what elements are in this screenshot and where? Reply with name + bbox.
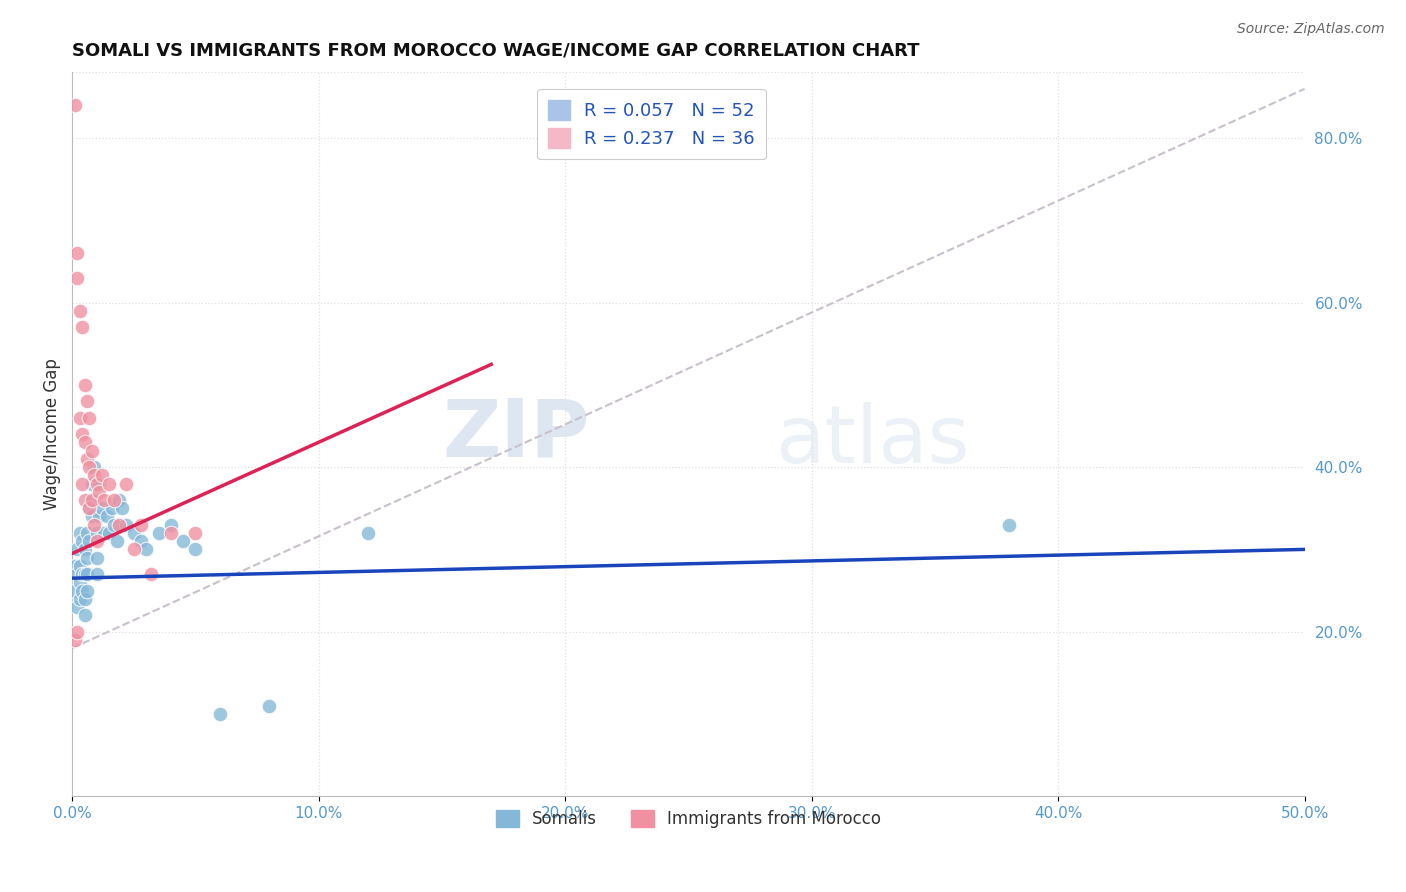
Point — [103, 493, 125, 508]
Point — [79, 501, 101, 516]
Point — [63, 632, 86, 647]
Point — [79, 501, 101, 516]
Point — [69, 575, 91, 590]
Point — [159, 517, 181, 532]
Point — [184, 542, 207, 557]
Point — [148, 525, 170, 540]
Point — [70, 583, 93, 598]
Point — [108, 493, 131, 508]
Point — [259, 698, 281, 713]
Point — [90, 468, 112, 483]
Point — [89, 509, 111, 524]
Point — [86, 476, 108, 491]
Point — [96, 509, 118, 524]
Point — [139, 567, 162, 582]
Point — [70, 320, 93, 334]
Text: Source: ZipAtlas.com: Source: ZipAtlas.com — [1237, 22, 1385, 37]
Point — [70, 427, 93, 442]
Point — [80, 493, 103, 508]
Point — [70, 567, 93, 582]
Point — [172, 534, 194, 549]
Point — [63, 98, 86, 112]
Point — [69, 410, 91, 425]
Point — [98, 525, 121, 540]
Point — [998, 517, 1021, 532]
Point — [76, 525, 98, 540]
Legend: Somalis, Immigrants from Morocco: Somalis, Immigrants from Morocco — [489, 804, 889, 835]
Point — [108, 517, 131, 532]
Point — [73, 378, 96, 392]
Point — [73, 493, 96, 508]
Point — [103, 517, 125, 532]
Point — [83, 460, 105, 475]
Point — [80, 476, 103, 491]
Point — [89, 484, 111, 499]
Point — [122, 542, 145, 557]
Point — [80, 443, 103, 458]
Point — [86, 550, 108, 565]
Y-axis label: Wage/Income Gap: Wage/Income Gap — [44, 359, 60, 510]
Point — [129, 517, 152, 532]
Point — [76, 567, 98, 582]
Point — [76, 394, 98, 409]
Point — [209, 706, 232, 721]
Point — [83, 493, 105, 508]
Point — [159, 525, 181, 540]
Point — [66, 246, 89, 260]
Point — [73, 435, 96, 450]
Point — [83, 517, 105, 532]
Point — [86, 525, 108, 540]
Point — [83, 468, 105, 483]
Point — [63, 558, 86, 573]
Point — [69, 558, 91, 573]
Point — [115, 517, 138, 532]
Text: SOMALI VS IMMIGRANTS FROM MOROCCO WAGE/INCOME GAP CORRELATION CHART: SOMALI VS IMMIGRANTS FROM MOROCCO WAGE/I… — [72, 42, 920, 60]
Point — [105, 534, 128, 549]
Point — [66, 542, 89, 557]
Point — [66, 624, 89, 639]
Point — [70, 534, 93, 549]
Point — [79, 534, 101, 549]
Point — [110, 501, 132, 516]
Point — [129, 534, 152, 549]
Point — [69, 525, 91, 540]
Text: atlas: atlas — [775, 402, 969, 481]
Point — [66, 599, 89, 614]
Point — [66, 567, 89, 582]
Point — [135, 542, 157, 557]
Text: ZIP: ZIP — [443, 395, 591, 474]
Point — [90, 501, 112, 516]
Point — [76, 550, 98, 565]
Point — [98, 476, 121, 491]
Point — [100, 501, 122, 516]
Point — [122, 525, 145, 540]
Point — [73, 608, 96, 623]
Point — [79, 410, 101, 425]
Point — [115, 476, 138, 491]
Point — [86, 534, 108, 549]
Point — [73, 567, 96, 582]
Point — [93, 493, 115, 508]
Point — [93, 525, 115, 540]
Point — [69, 591, 91, 606]
Point — [357, 525, 380, 540]
Point — [86, 567, 108, 582]
Point — [79, 460, 101, 475]
Point — [69, 304, 91, 318]
Point — [73, 542, 96, 557]
Point — [89, 476, 111, 491]
Point — [76, 451, 98, 466]
Point — [76, 583, 98, 598]
Point — [66, 271, 89, 285]
Point — [73, 591, 96, 606]
Point — [70, 476, 93, 491]
Point — [184, 525, 207, 540]
Point — [80, 509, 103, 524]
Point — [63, 583, 86, 598]
